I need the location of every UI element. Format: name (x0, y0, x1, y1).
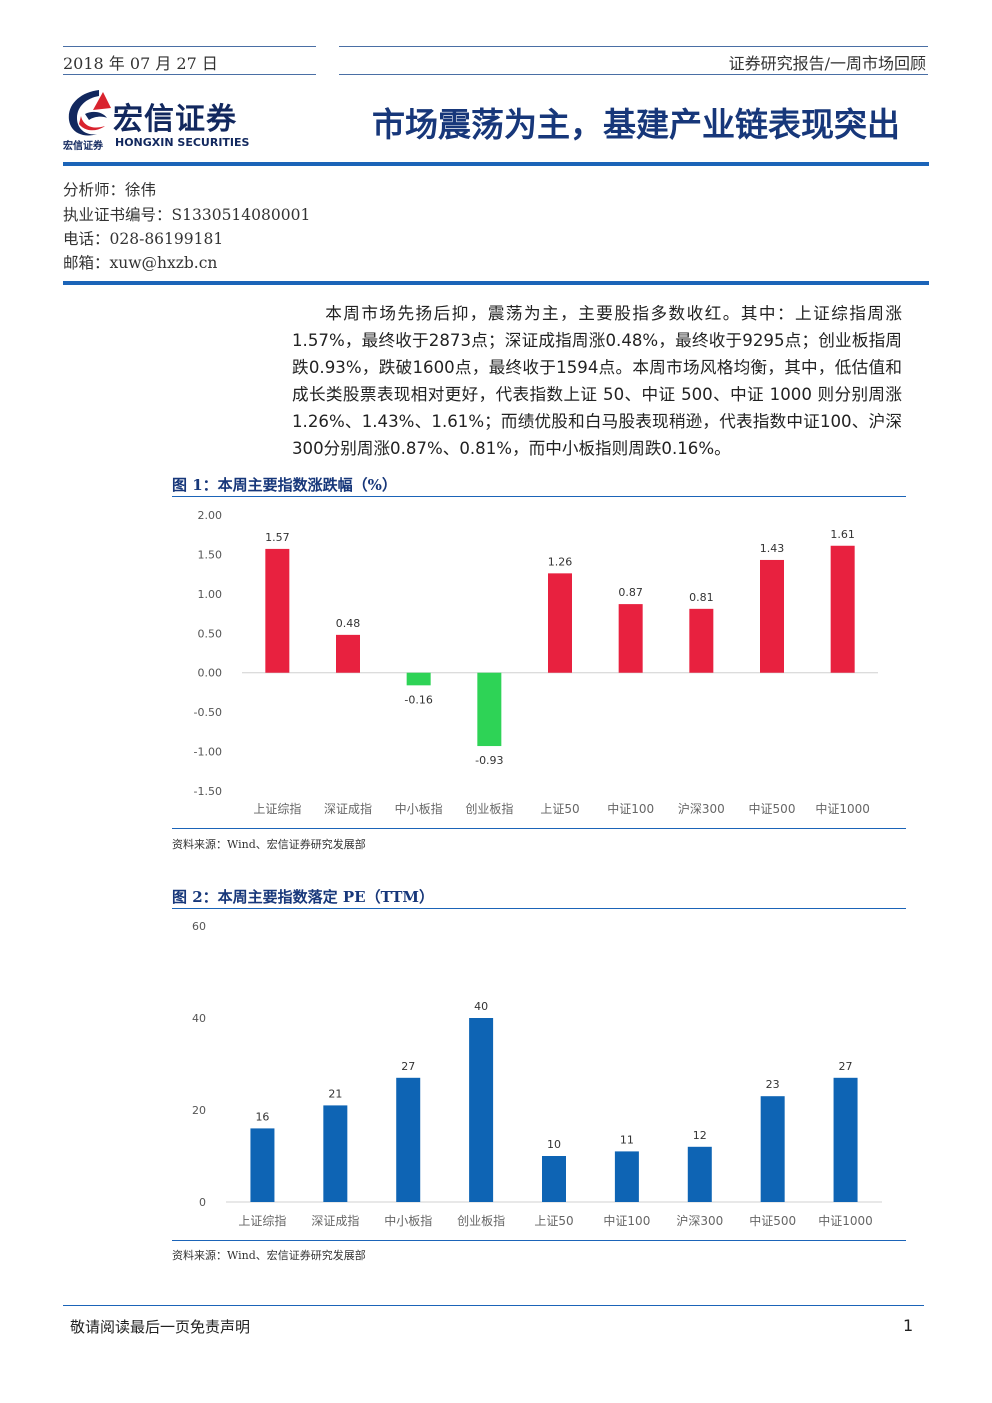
footer-rule (63, 1305, 924, 1306)
chart-2-data-label: 40 (474, 1000, 488, 1013)
chart-1-data-label: 1.61 (830, 528, 855, 541)
chart-2-category-label: 上证综指 (238, 1213, 286, 1228)
figure-2-source: 资料来源：Wind、宏信证券研究发展部 (172, 1249, 366, 1262)
email-address: 邮箱：xuw@hxzb.cn (63, 254, 218, 272)
chart-2-category-label: 中证100 (603, 1213, 650, 1228)
summary-paragraph: 本周市场先扬后抑，震荡为主，主要股指多数收红。其中：上证综指周涨1.57%，最终… (292, 304, 902, 458)
chart-1-category-label: 沪深300 (678, 802, 725, 816)
chart-1-data-label: 1.26 (548, 555, 573, 568)
chart-2-data-label: 11 (620, 1133, 634, 1146)
chart-1-data-label: 1.43 (760, 542, 785, 555)
header-rule-right-top (339, 46, 928, 47)
analyst-name: 分析师：徐伟 (63, 181, 157, 199)
chart-2-bar (760, 1096, 785, 1202)
chart-1-category-label: 中证500 (749, 801, 796, 816)
header-rule-right-bottom (339, 74, 928, 75)
disclaimer-note: 敬请阅读最后一页免责声明 (70, 1318, 251, 1336)
chart-2-bar (614, 1151, 639, 1202)
header-rule-left-top (63, 46, 316, 47)
chart-1-data-label: -0.93 (475, 754, 503, 767)
chart-2-bar (833, 1077, 858, 1202)
phone-number: 电话：028-86199181 (63, 230, 224, 248)
chart-2-data-label: 12 (693, 1129, 707, 1142)
chart-1-y-tick-label: 2.00 (198, 509, 223, 522)
chart-1-bar (618, 604, 643, 673)
figure-2-bottom-rule (172, 1240, 906, 1241)
chart-1-category-label: 上证50 (540, 802, 579, 816)
chart-2-data-label: 10 (547, 1138, 561, 1151)
chart-1-price-change: 2.00 1.50 1.00 0.50 0.00 -0.50 -1.00 -1.50 1.57 上… (194, 509, 878, 816)
report-series: 证券研究报告/一周市场回顾 (728, 54, 926, 73)
chart-2-pe-ttm: 60 40 20 0 16 上证综指 21 深证成指 27 中小板指 40 创业板指 10 上证50 11 中… (192, 920, 882, 1228)
chart-1-y-tick-label: 0.00 (198, 667, 223, 680)
chart-1-data-label: -0.16 (404, 693, 432, 706)
figure-1-bottom-rule (172, 828, 906, 829)
chart-2-y-tick-label: 40 (192, 1012, 206, 1025)
logo-name-en: HONGXIN SECURITIES (115, 136, 250, 149)
chart-1-category-label: 中证1000 (815, 801, 870, 816)
page-number: 1 (903, 1316, 914, 1335)
chart-1-y-tick-label: 1.00 (198, 588, 223, 601)
chart-2-bar (396, 1077, 421, 1202)
license-number: 执业证书编号：S1330514080001 (63, 206, 311, 224)
chart-1-bar (336, 634, 360, 673)
figure-1-top-rule (172, 496, 906, 497)
chart-1-bar (689, 608, 714, 673)
chart-2-bar (323, 1105, 348, 1202)
chart-2-data-label: 23 (766, 1078, 780, 1091)
logo-name-cn: 宏信证券 (113, 102, 237, 137)
chart-2-bar (469, 1018, 494, 1202)
chart-2-category-label: 中证500 (749, 1213, 796, 1228)
chart-1-y-tick-label: -1.00 (194, 746, 222, 759)
chart-2-y-tick-label: 60 (192, 920, 206, 933)
chart-1-data-label: 0.81 (689, 591, 714, 604)
chart-2-category-label: 中证1000 (818, 1213, 873, 1228)
chart-1-data-label: 1.57 (265, 531, 290, 544)
chart-1-data-label: 0.87 (618, 586, 643, 599)
chart-1-bar (760, 559, 784, 673)
chart-1-bar (830, 545, 855, 673)
chart-2-data-label: 27 (401, 1060, 415, 1073)
chart-1-y-tick-label: 1.50 (198, 548, 223, 561)
chart-1-bar (477, 672, 502, 747)
figure-1-title: 图 1：本周主要指数涨跌幅（%） (172, 476, 397, 494)
chart-1-category-label: 深证成指 (324, 801, 372, 816)
chart-2-category-label: 上证50 (534, 1214, 573, 1228)
chart-2-data-label: 16 (255, 1110, 269, 1123)
chart-1-category-label: 上证综指 (253, 801, 301, 816)
figure-2-top-rule (172, 908, 906, 909)
chart-2-y-tick-label: 0 (199, 1196, 206, 1209)
chart-1-data-label: 0.48 (336, 617, 361, 630)
figure-2-title: 图 2：本周主要指数落定 PE（TTM） (172, 888, 434, 906)
chart-2-data-label: 21 (328, 1087, 342, 1100)
hongxin-logo-icon (68, 90, 111, 136)
chart-1-y-tick-label: -0.50 (194, 706, 222, 719)
logo-name-cn-small: 宏信证券 (63, 141, 103, 152)
chart-2-data-label: 27 (839, 1060, 853, 1073)
chart-2-category-label: 中小板指 (384, 1213, 432, 1228)
chart-2-y-tick-label: 20 (192, 1104, 206, 1117)
chart-2-bar (542, 1156, 566, 1202)
chart-2-category-label: 创业板指 (457, 1213, 505, 1228)
chart-1-category-label: 创业板指 (465, 801, 513, 816)
figure-1-source: 资料来源：Wind、宏信证券研究发展部 (172, 838, 366, 851)
report-title: 市场震荡为主，基建产业链表现突出 (372, 105, 900, 144)
chart-2-category-label: 深证成指 (311, 1213, 359, 1228)
title-rule (63, 162, 929, 166)
author-rule (63, 281, 929, 285)
chart-1-y-tick-label: -1.50 (194, 785, 222, 798)
chart-1-category-label: 中小板指 (395, 801, 443, 816)
chart-2-category-label: 沪深300 (676, 1214, 723, 1228)
chart-1-bar (265, 548, 290, 673)
header-rule-left-bottom (63, 74, 316, 75)
report-date: 2018 年 07 月 27 日 (63, 54, 218, 73)
chart-1-y-tick-label: 0.50 (198, 627, 223, 640)
chart-1-bar (406, 672, 431, 686)
chart-2-bar (687, 1146, 712, 1202)
chart-1-bar (548, 573, 572, 673)
chart-1-category-label: 中证100 (607, 801, 654, 816)
chart-2-bar (250, 1128, 275, 1202)
